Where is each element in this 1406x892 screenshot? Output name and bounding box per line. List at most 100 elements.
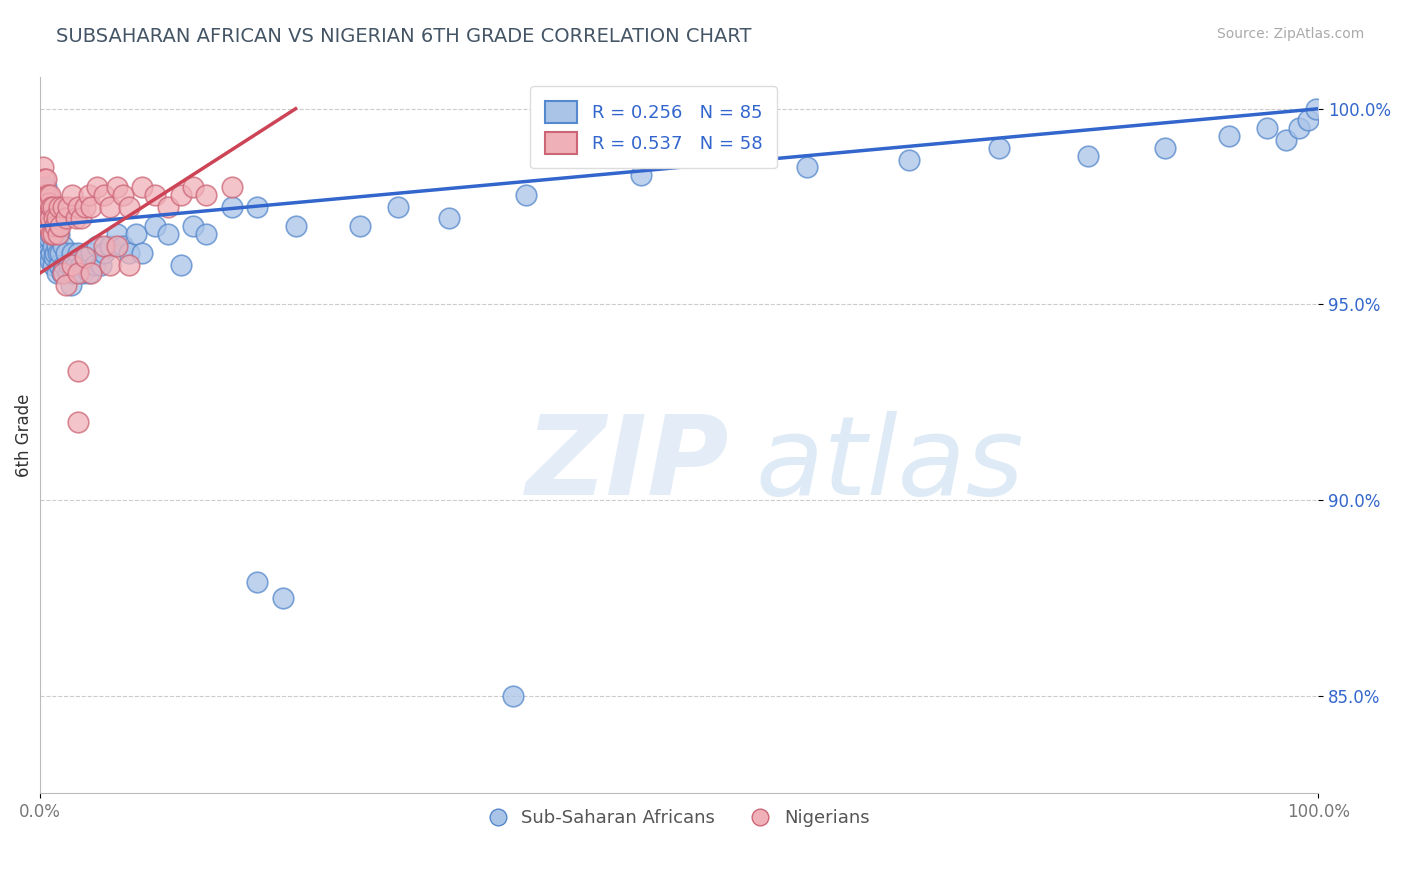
Point — [41, 200, 63, 214]
Point — [35, 172, 58, 186]
Point — [37, 187, 59, 202]
Point — [34, 211, 56, 226]
Point — [105, 238, 128, 252]
Point — [86, 238, 108, 252]
Point — [42, 227, 65, 241]
Point — [93, 238, 115, 252]
Point — [45, 211, 67, 226]
Point — [195, 227, 218, 241]
Point — [131, 180, 153, 194]
Point — [80, 266, 103, 280]
Point — [52, 200, 75, 214]
Point — [169, 187, 191, 202]
Point — [37, 219, 59, 233]
Point — [1256, 121, 1278, 136]
Point — [271, 591, 294, 605]
Point — [67, 364, 90, 378]
Point — [98, 258, 121, 272]
Point — [84, 258, 107, 272]
Point — [77, 266, 100, 280]
Point — [38, 195, 60, 210]
Point — [58, 258, 80, 272]
Point — [131, 246, 153, 260]
Point — [90, 258, 112, 272]
Point — [42, 238, 65, 252]
Point — [42, 227, 65, 241]
Point — [37, 246, 59, 260]
Point — [98, 200, 121, 214]
Point — [34, 187, 56, 202]
Point — [221, 200, 243, 214]
Point — [118, 200, 141, 214]
Point — [34, 200, 56, 214]
Point — [48, 227, 70, 241]
Text: atlas: atlas — [756, 410, 1025, 517]
Point — [73, 251, 96, 265]
Point — [39, 227, 62, 241]
Point — [195, 187, 218, 202]
Point — [75, 251, 97, 265]
Point — [77, 187, 100, 202]
Point — [898, 153, 921, 167]
Point — [60, 187, 83, 202]
Point — [73, 200, 96, 214]
Point — [42, 251, 65, 265]
Point — [246, 575, 269, 590]
Point — [183, 219, 205, 233]
Y-axis label: 6th Grade: 6th Grade — [15, 393, 32, 477]
Point — [48, 258, 70, 272]
Point — [41, 219, 63, 233]
Point — [112, 187, 135, 202]
Point — [60, 258, 83, 272]
Point — [35, 195, 58, 210]
Point — [45, 266, 67, 280]
Point — [246, 200, 269, 214]
Point — [1077, 149, 1099, 163]
Point — [1288, 121, 1310, 136]
Point — [44, 219, 66, 233]
Point — [49, 246, 72, 260]
Point — [38, 251, 60, 265]
Point — [67, 266, 90, 280]
Legend: Sub-Saharan Africans, Nigerians: Sub-Saharan Africans, Nigerians — [482, 802, 876, 834]
Point — [42, 258, 65, 272]
Point — [67, 200, 90, 214]
Point — [70, 211, 93, 226]
Point — [42, 211, 65, 226]
Point — [125, 227, 148, 241]
Point — [80, 200, 103, 214]
Point — [45, 238, 67, 252]
Point — [49, 219, 72, 233]
Point — [42, 200, 65, 214]
Point — [38, 231, 60, 245]
Point — [80, 246, 103, 260]
Point — [51, 266, 73, 280]
Point — [56, 266, 79, 280]
Point — [183, 180, 205, 194]
Point — [65, 211, 87, 226]
Point — [55, 277, 77, 292]
Point — [32, 180, 55, 194]
Point — [39, 211, 62, 226]
Point — [387, 200, 409, 214]
Text: ZIP: ZIP — [526, 410, 730, 517]
Point — [112, 238, 135, 252]
Point — [156, 200, 179, 214]
Point — [70, 258, 93, 272]
Point — [32, 211, 55, 226]
Text: SUBSAHARAN AFRICAN VS NIGERIAN 6TH GRADE CORRELATION CHART: SUBSAHARAN AFRICAN VS NIGERIAN 6TH GRADE… — [56, 27, 752, 45]
Point — [67, 246, 90, 260]
Point — [34, 227, 56, 241]
Point — [32, 187, 55, 202]
Point — [35, 235, 58, 249]
Point — [35, 207, 58, 221]
Point — [44, 246, 66, 260]
Point — [284, 219, 307, 233]
Point — [987, 141, 1010, 155]
Point — [55, 211, 77, 226]
Point — [46, 227, 69, 241]
Point — [437, 211, 460, 226]
Point — [349, 219, 371, 233]
Point — [42, 211, 65, 226]
Point — [37, 219, 59, 233]
